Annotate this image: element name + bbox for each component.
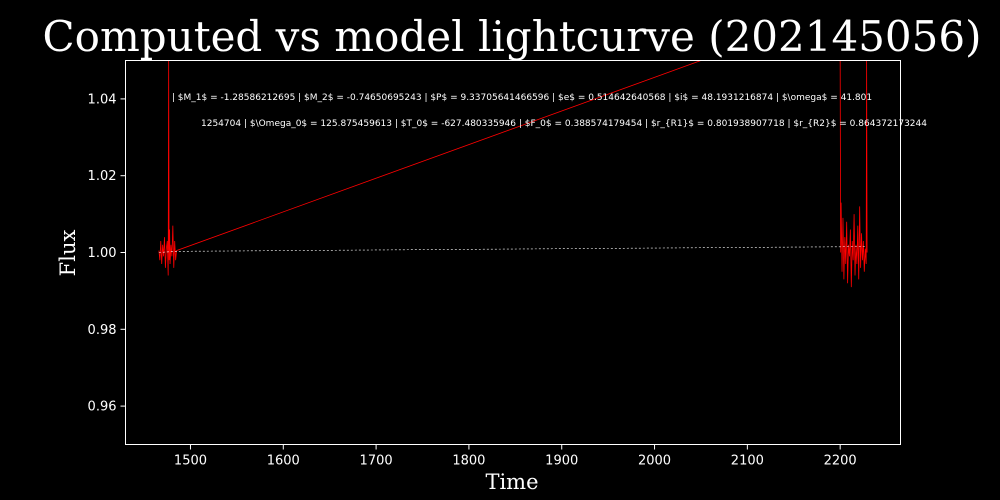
x-tick-label: 1600 [267,454,300,469]
parameter-annotation-line-1: | $M_1$ = -1.28586212695 | $M_2$ = -0.74… [172,93,872,103]
computed-lightcurve-line [158,60,868,288]
plot-area [158,60,868,288]
y-tick-label: 0.96 [88,400,117,415]
y-axis: 0.96 0.98 1.00 1.02 1.04 [88,92,126,415]
y-tick-label: 1.02 [88,169,117,184]
x-tick-label: 1500 [174,454,207,469]
y-tick-label: 1.00 [88,246,117,261]
x-tick-label: 1800 [452,454,485,469]
y-axis-label: Flux [56,230,80,277]
x-axis: 1500 1600 1700 1800 1900 2000 2100 2200 [174,444,857,469]
x-tick-label: 1700 [360,454,393,469]
x-axis-label: Time [485,470,538,494]
x-tick-label: 1900 [545,454,578,469]
parameter-annotation-line-2: 1254704 | $\Omega_0$ = 125.875459613 | $… [201,119,927,129]
chart-title: Computed vs model lightcurve (202145056) [43,12,982,61]
y-tick-label: 0.98 [88,323,117,338]
x-tick-label: 2100 [731,454,764,469]
x-tick-label: 2200 [824,454,857,469]
y-tick-label: 1.04 [88,92,117,107]
model-lightcurve-line [158,246,867,253]
x-tick-label: 2000 [638,454,671,469]
